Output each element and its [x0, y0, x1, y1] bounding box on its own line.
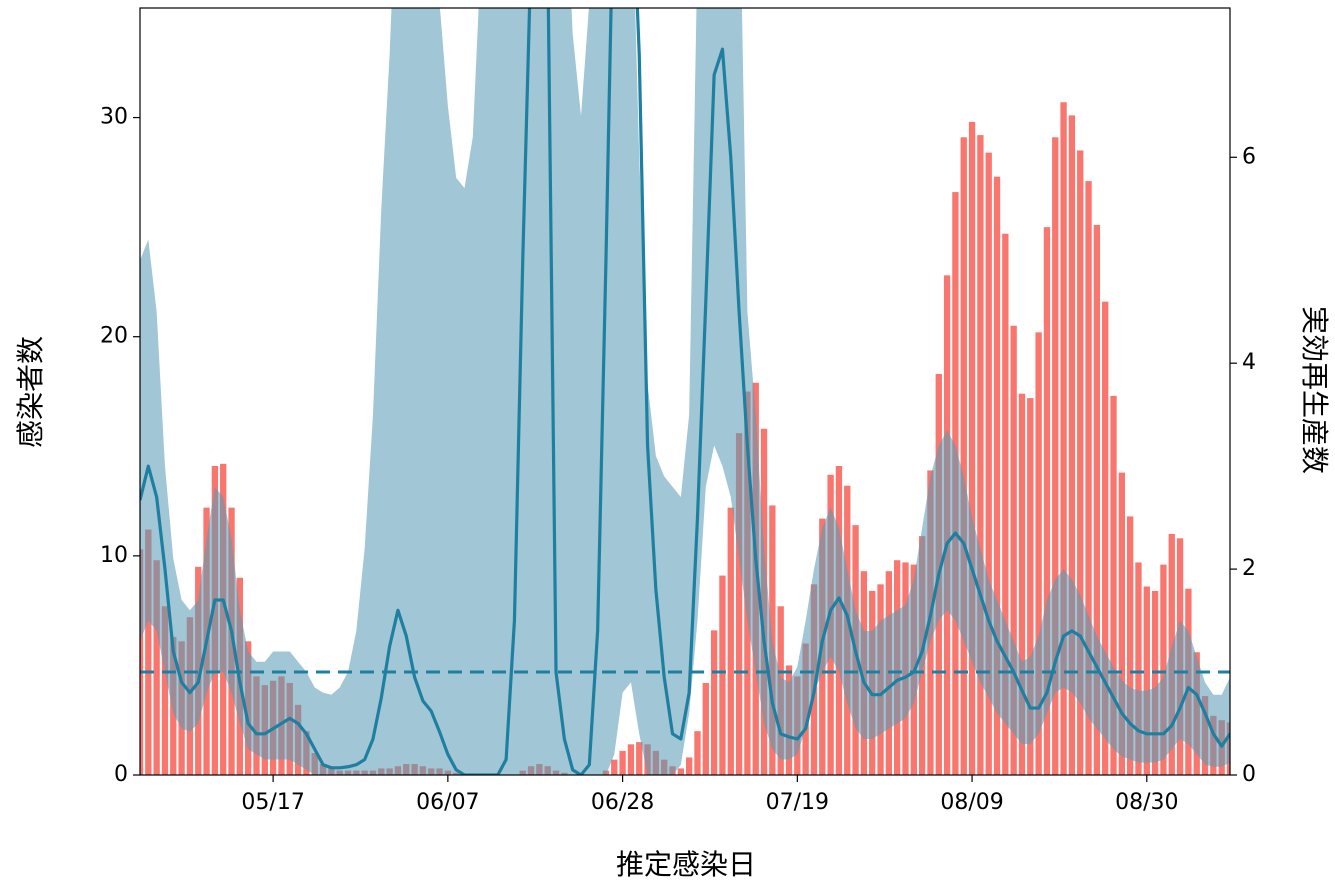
bar — [1085, 181, 1092, 775]
bar — [694, 731, 701, 775]
bar — [993, 176, 1001, 775]
bar — [1068, 115, 1076, 775]
bar — [968, 121, 976, 775]
y-tick-label: 20 — [100, 324, 128, 349]
bar — [960, 137, 967, 775]
x-tick-label: 05/17 — [241, 790, 304, 815]
bar — [161, 606, 169, 775]
y-tick-label: 10 — [100, 543, 128, 568]
bar — [1126, 516, 1134, 775]
bar — [1151, 590, 1159, 775]
bar — [153, 560, 160, 775]
y-tick-label: 30 — [100, 105, 128, 130]
bar — [1060, 102, 1067, 775]
bar — [636, 742, 643, 775]
bar — [619, 750, 626, 775]
bar — [1052, 137, 1059, 775]
y-axis-title: 感染者数 — [14, 336, 47, 448]
bar — [1160, 564, 1167, 775]
plot-area — [140, 8, 1230, 775]
bar — [1135, 562, 1142, 775]
bar — [977, 135, 984, 775]
bar — [1002, 233, 1009, 775]
bar — [1102, 301, 1109, 775]
y2-tick-label: 0 — [1242, 762, 1256, 787]
bar — [769, 505, 776, 775]
bar — [1027, 398, 1034, 775]
y2-tick-label: 4 — [1242, 350, 1256, 375]
bar — [140, 549, 144, 775]
bar — [611, 759, 618, 775]
bar — [677, 768, 685, 775]
bar — [1018, 393, 1026, 775]
bar — [1143, 586, 1150, 775]
bar — [627, 744, 635, 775]
x-tick-label: 08/09 — [940, 790, 1003, 815]
x-axis-title: 推定感染日 — [616, 848, 756, 881]
bar — [1035, 332, 1042, 775]
bar — [727, 507, 734, 775]
y2-tick-label: 6 — [1242, 144, 1256, 169]
bar — [145, 529, 152, 775]
bar — [735, 433, 743, 775]
bar — [702, 682, 709, 775]
y2-tick-label: 2 — [1242, 556, 1256, 581]
x-tick-label: 06/28 — [591, 790, 654, 815]
x-tick-label: 07/19 — [766, 790, 829, 815]
bar — [985, 152, 992, 775]
y2-axis-title: 実効再生産数 — [1298, 306, 1331, 474]
x-tick-label: 06/07 — [416, 790, 479, 815]
x-tick-label: 08/30 — [1115, 790, 1178, 815]
bar — [1110, 395, 1117, 775]
bar — [710, 630, 718, 775]
bar — [1043, 227, 1051, 775]
plot-frame — [139, 7, 1231, 776]
confidence-band — [140, 8, 1230, 775]
bar — [719, 575, 726, 775]
bar — [1118, 472, 1125, 775]
line — [140, 8, 1230, 775]
bar — [1093, 224, 1101, 775]
bar — [1010, 325, 1017, 775]
bar — [1077, 150, 1084, 775]
y-tick-label: 0 — [114, 762, 128, 787]
bar — [685, 757, 693, 775]
